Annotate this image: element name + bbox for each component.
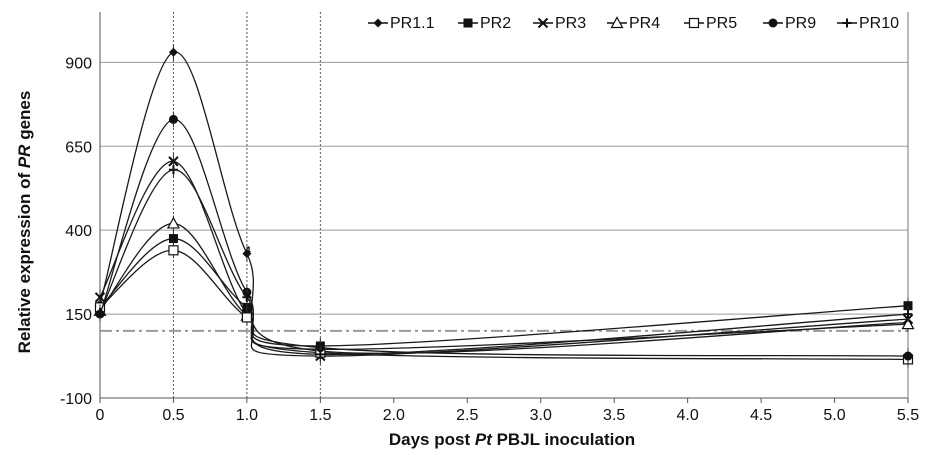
x-tick-label: 4.5 xyxy=(750,407,772,424)
series-line-pr5 xyxy=(99,249,909,361)
annotations: 42 xyxy=(245,246,251,304)
data-point-pr2 xyxy=(903,301,913,311)
title-part: genes xyxy=(15,91,34,145)
legend-item-pr4: PR4 xyxy=(607,15,660,32)
data-point-pr10 xyxy=(242,292,252,302)
gridlines xyxy=(100,61,908,315)
data-point-pr9 xyxy=(168,114,178,124)
legend-item-pr5: PR5 xyxy=(684,15,737,32)
legend: PR1.1 PR2 PR3 PR4 PR5 PR9 PR10 xyxy=(368,15,899,32)
legend-item-pr2: PR2 xyxy=(458,15,511,32)
data-point-pr3 xyxy=(94,292,106,303)
legend-item-pr10: PR10 xyxy=(837,15,899,32)
x-tick-label: 5.0 xyxy=(823,407,845,424)
title-part: PBJL inoculation xyxy=(492,430,635,449)
title-part: PR xyxy=(15,144,34,168)
series-line-pr3 xyxy=(99,160,909,357)
x-tick-label: 5.5 xyxy=(897,407,919,424)
x-tick-label: 2.0 xyxy=(383,407,405,424)
data-point-pr4 xyxy=(166,216,180,229)
series-line-pr9 xyxy=(99,118,909,357)
legend-item-pr9: PR9 xyxy=(763,15,816,32)
x-axis-title: Days post Pt PBJL inoculation xyxy=(389,430,635,449)
x-tick-label: 1.5 xyxy=(309,407,331,424)
data-point-pr5 xyxy=(241,312,253,323)
data-point-pr9 xyxy=(903,351,913,361)
y-tick-label: 900 xyxy=(65,55,92,72)
legend-marker-pr3 xyxy=(537,17,549,29)
legend-label: PR9 xyxy=(785,15,816,32)
x-tick-label: 1.0 xyxy=(236,407,258,424)
legend-label: PR1.1 xyxy=(390,15,435,32)
series-line-pr1-1 xyxy=(99,51,909,354)
data-point-pr10 xyxy=(95,307,105,317)
x-tick-label: 3.5 xyxy=(603,407,625,424)
data-point-pr4 xyxy=(901,317,915,330)
legend-item-pr1-1: PR1.1 xyxy=(368,15,435,32)
data-point-pr2 xyxy=(168,234,178,244)
y-tick-label: 150 xyxy=(65,307,92,324)
series-group xyxy=(93,44,915,368)
legend-marker-pr4 xyxy=(610,16,624,29)
legend-label: PR5 xyxy=(706,15,737,32)
data-point-pr5 xyxy=(168,245,179,256)
y-tick-label: 400 xyxy=(65,223,92,240)
legend-marker-pr1-1 xyxy=(373,18,383,28)
legend-label: PR10 xyxy=(859,15,899,32)
axes: -100 150 400 650 900 0 0.5 1.0 1.5 2.0 2.5 3.0 3.5 4.… xyxy=(60,12,919,424)
x-tick-label: 2.5 xyxy=(456,407,478,424)
legend-marker-pr2 xyxy=(463,18,473,28)
legend-label: PR4 xyxy=(629,15,660,32)
y-axis-title: Relative expression of PR genes xyxy=(15,91,34,354)
annotation-label: 4 xyxy=(245,246,251,257)
data-point-pr10 xyxy=(903,309,913,319)
reference-lines xyxy=(100,12,908,398)
data-point-pr1-1 xyxy=(168,47,178,57)
x-tick-label: 4.0 xyxy=(677,407,699,424)
legend-marker-pr10 xyxy=(842,18,852,28)
legend-marker-pr5 xyxy=(688,17,700,29)
data-point-pr10 xyxy=(315,349,325,359)
legend-label: PR3 xyxy=(555,15,586,32)
data-point-pr3 xyxy=(168,156,179,167)
x-tick-label: 0 xyxy=(96,407,105,424)
x-tick-label: 0.5 xyxy=(162,407,184,424)
legend-label: PR2 xyxy=(480,15,511,32)
title-part: Pt xyxy=(475,430,493,449)
legend-item-pr3: PR3 xyxy=(533,15,586,32)
title-part: Relative expression of xyxy=(15,168,34,353)
data-point-pr10 xyxy=(168,165,178,175)
series-line-pr10 xyxy=(99,169,909,356)
y-tick-label: -100 xyxy=(60,391,92,408)
legend-marker-pr9 xyxy=(768,18,778,28)
annotation-label: 2 xyxy=(245,293,251,304)
data-point-pr1-1 xyxy=(242,249,252,259)
x-tick-label: 3.0 xyxy=(530,407,552,424)
y-tick-label: 650 xyxy=(65,139,92,156)
title-part: Days post xyxy=(389,430,475,449)
